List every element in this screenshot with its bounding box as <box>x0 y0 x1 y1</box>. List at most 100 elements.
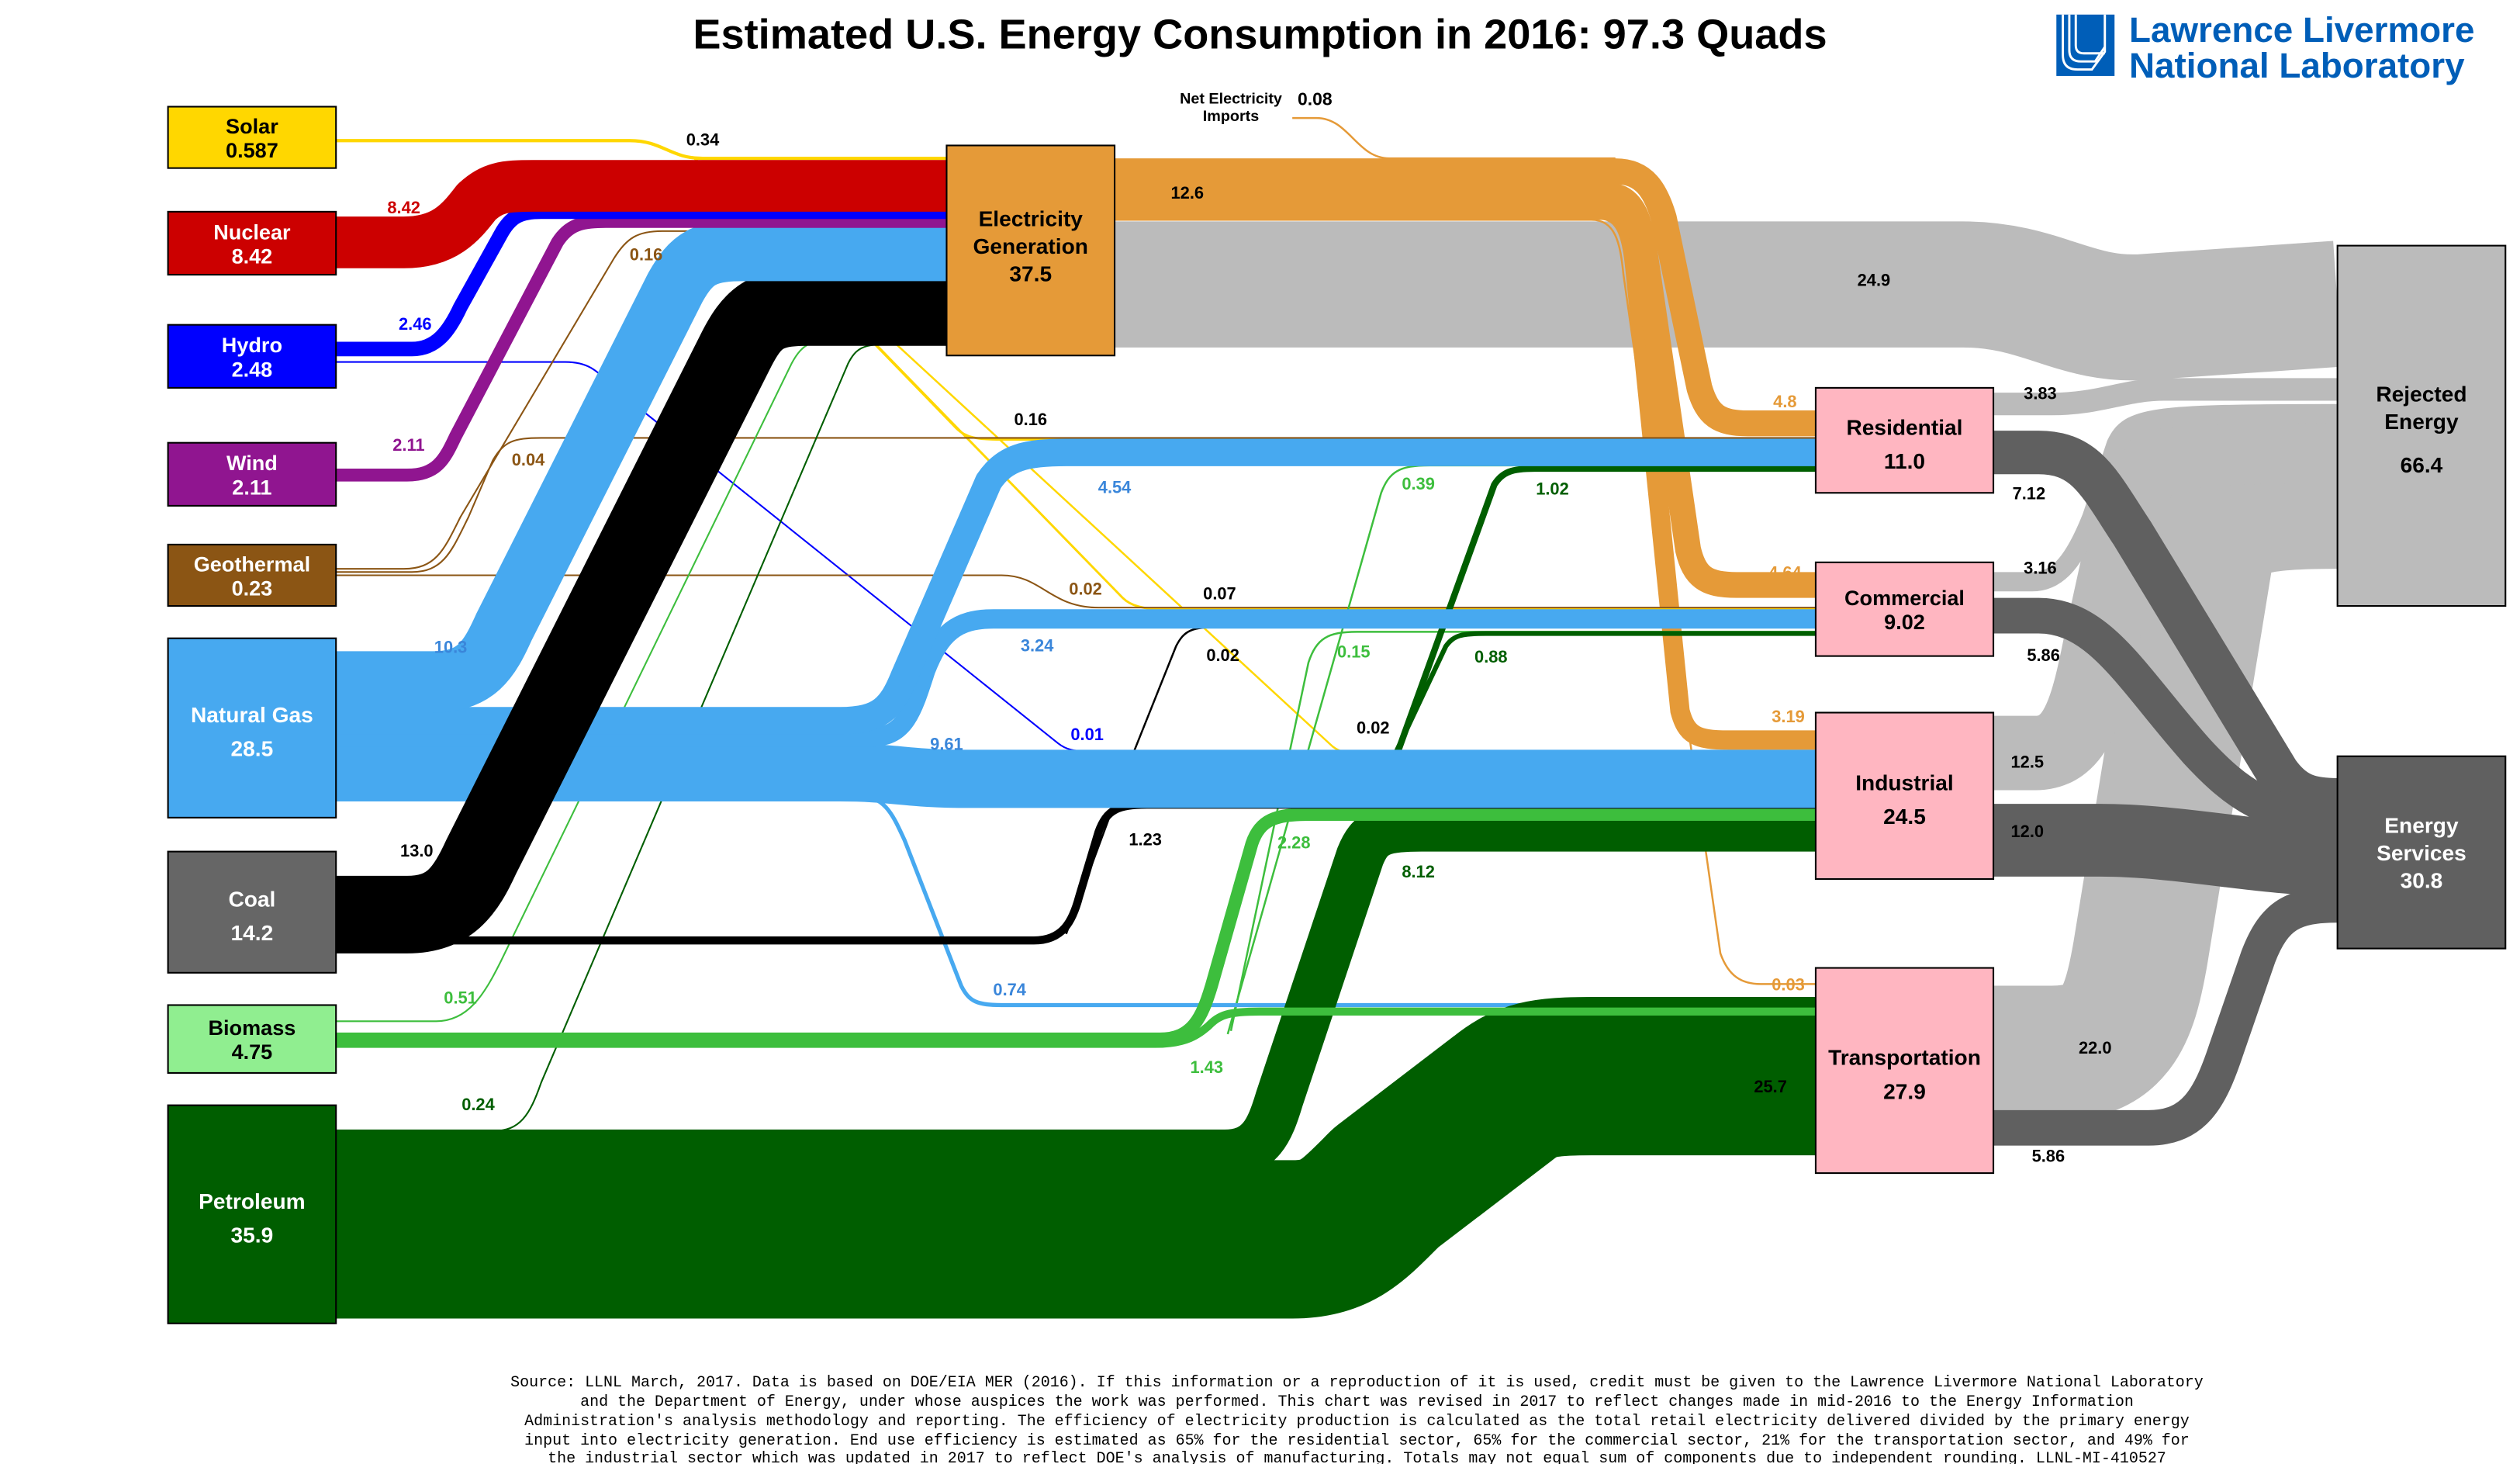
flow-value-label: 13.0 <box>400 841 434 860</box>
flow-value-label: 0.88 <box>1474 647 1508 666</box>
flow-hydro-to-electricity <box>334 204 947 357</box>
flow-value-label: 4.64 <box>1768 563 1802 583</box>
node-label: Natural Gas <box>191 703 313 727</box>
node-box <box>167 441 337 507</box>
flow-value-label: 5.86 <box>2027 645 2060 665</box>
flow-value-label: 0.24 <box>461 1095 495 1114</box>
flow-value-label: 0.04 <box>512 450 545 469</box>
flow-value-label: 3.16 <box>2024 558 2057 577</box>
node-box <box>1814 561 1995 657</box>
flow-value-label: 0.02 <box>1357 718 1390 738</box>
svg-text:Imports: Imports <box>1203 108 1259 125</box>
flow-petroleum-to-industrial <box>334 803 1816 1178</box>
nodes-layer: Solar0.587Nuclear8.42Hydro2.48Wind2.11Ge… <box>167 106 2507 1324</box>
node-value: 30.8 <box>2401 868 2443 892</box>
node-box <box>167 543 337 607</box>
flow-natural_gas-to-electricity <box>334 220 947 713</box>
flow-value-label: 12.0 <box>2011 822 2045 841</box>
node-box <box>167 1004 337 1074</box>
flow-residential-to-services <box>1993 431 2339 822</box>
node-value: 28.5 <box>231 737 274 761</box>
flows-layer <box>334 116 2342 1319</box>
node-services: Energy Services 30.8 <box>2336 755 2507 950</box>
node-electricity: Electricity Generation 37.5 <box>945 144 1116 357</box>
flow-value-label: 10.3 <box>434 637 468 656</box>
flow-natural_gas-to-commercial <box>334 609 1816 747</box>
flow-value-label: 4.54 <box>1098 477 1132 497</box>
flow-imports-to-electricity <box>1292 116 1616 160</box>
flow-value-label: 5.86 <box>2032 1146 2065 1165</box>
flow-value-label: 0.51 <box>444 988 477 1007</box>
flow-value-label: 8.42 <box>387 198 420 217</box>
node-label: Coal <box>228 887 275 911</box>
flow-value-label: 2.28 <box>1277 832 1311 852</box>
node-label: Energy <box>2384 410 2459 434</box>
flow-transportation-to-services <box>1993 887 2338 1146</box>
node-label: Nuclear <box>213 220 291 244</box>
flow-value-label: 0.74 <box>993 980 1026 999</box>
flow-geothermal-to-commercial <box>334 574 1816 609</box>
flow-electricity-to-rejected <box>1115 221 2342 381</box>
node-label: Rejected <box>2376 382 2466 407</box>
node-value: 27.9 <box>1883 1079 1926 1103</box>
node-label: Generation <box>973 234 1088 258</box>
flow-nuclear-to-electricity <box>334 160 947 268</box>
node-rejected: Rejected Energy 66.4 <box>2336 244 2507 607</box>
flow-coal-to-electricity <box>334 268 947 954</box>
flow-electricity-to-transportation <box>1115 219 1816 985</box>
flow-value-label: 24.9 <box>1858 271 1891 290</box>
svg-text:Lawrence Livermore: Lawrence Livermore <box>2129 10 2474 50</box>
flow-value-label: 9.61 <box>930 734 963 753</box>
footer-source-note: Source: LLNL March, 2017. Data is based … <box>510 1374 2204 1464</box>
svg-text:the industrial sector which wa: the industrial sector which was updated … <box>548 1450 2166 1464</box>
flow-value-label: 1.02 <box>1536 479 1569 498</box>
flow-residential-to-rejected <box>1993 378 2338 416</box>
node-natural-gas: Natural Gas 28.5 <box>167 637 337 819</box>
node-label: Hydro <box>222 333 282 357</box>
flow-value-label: 0.02 <box>1069 579 1102 598</box>
flow-petroleum-to-residential <box>1386 465 1816 777</box>
flow-petroleum-to-transportation <box>334 997 1816 1319</box>
flow-wind-to-electricity <box>334 215 947 482</box>
node-box <box>167 850 337 974</box>
node-value: 9.02 <box>1884 610 1925 634</box>
node-value: 8.42 <box>232 244 273 268</box>
svg-text:input into electricity generat: input into electricity generation. End u… <box>524 1432 2190 1450</box>
node-box <box>2336 244 2507 607</box>
flow-value-label: 7.12 <box>2013 484 2046 504</box>
flow-value-label: 2.46 <box>399 314 432 334</box>
flow-biomass-to-commercial <box>1229 631 1816 1032</box>
svg-text:National Laboratory: National Laboratory <box>2129 46 2465 85</box>
node-label: Energy <box>2384 814 2459 838</box>
svg-text:Administration's analysis meth: Administration's analysis methodology an… <box>524 1413 2190 1431</box>
flow-value-label: 25.7 <box>1754 1077 1787 1096</box>
node-value: 37.5 <box>1009 261 1052 286</box>
flow-value-label: 0.15 <box>1337 642 1371 662</box>
flow-value-label: 0.34 <box>686 130 720 149</box>
flow-electricity-to-commercial <box>1115 182 1816 598</box>
node-value: 66.4 <box>2401 453 2443 477</box>
flow-value-label: 0.02 <box>1206 645 1239 665</box>
page-title: Estimated U.S. Energy Consumption in 201… <box>693 12 1827 58</box>
flow-value-label: 8.12 <box>1402 862 1435 881</box>
flow-transportation-to-rejected <box>1983 433 2338 1122</box>
llnl-logo: Lawrence Livermore National Laboratory <box>2056 10 2474 85</box>
node-label: Petroleum <box>199 1189 305 1213</box>
node-box <box>1814 711 1995 881</box>
node-coal: Coal 14.2 <box>167 850 337 974</box>
node-value: 2.11 <box>232 475 271 499</box>
svg-text:0.08: 0.08 <box>1298 88 1333 109</box>
svg-text:Net Electricity: Net Electricity <box>1180 90 1282 107</box>
flow-solar-to-electricity <box>334 139 947 161</box>
node-label: Industrial <box>1855 770 1954 794</box>
flow-natural_gas-to-residential <box>334 438 1816 735</box>
node-value: 2.48 <box>232 357 273 381</box>
node-value: 0.23 <box>232 576 273 600</box>
svg-text:and the Department of Energy,: and the Department of Energy, under whos… <box>580 1393 2134 1411</box>
